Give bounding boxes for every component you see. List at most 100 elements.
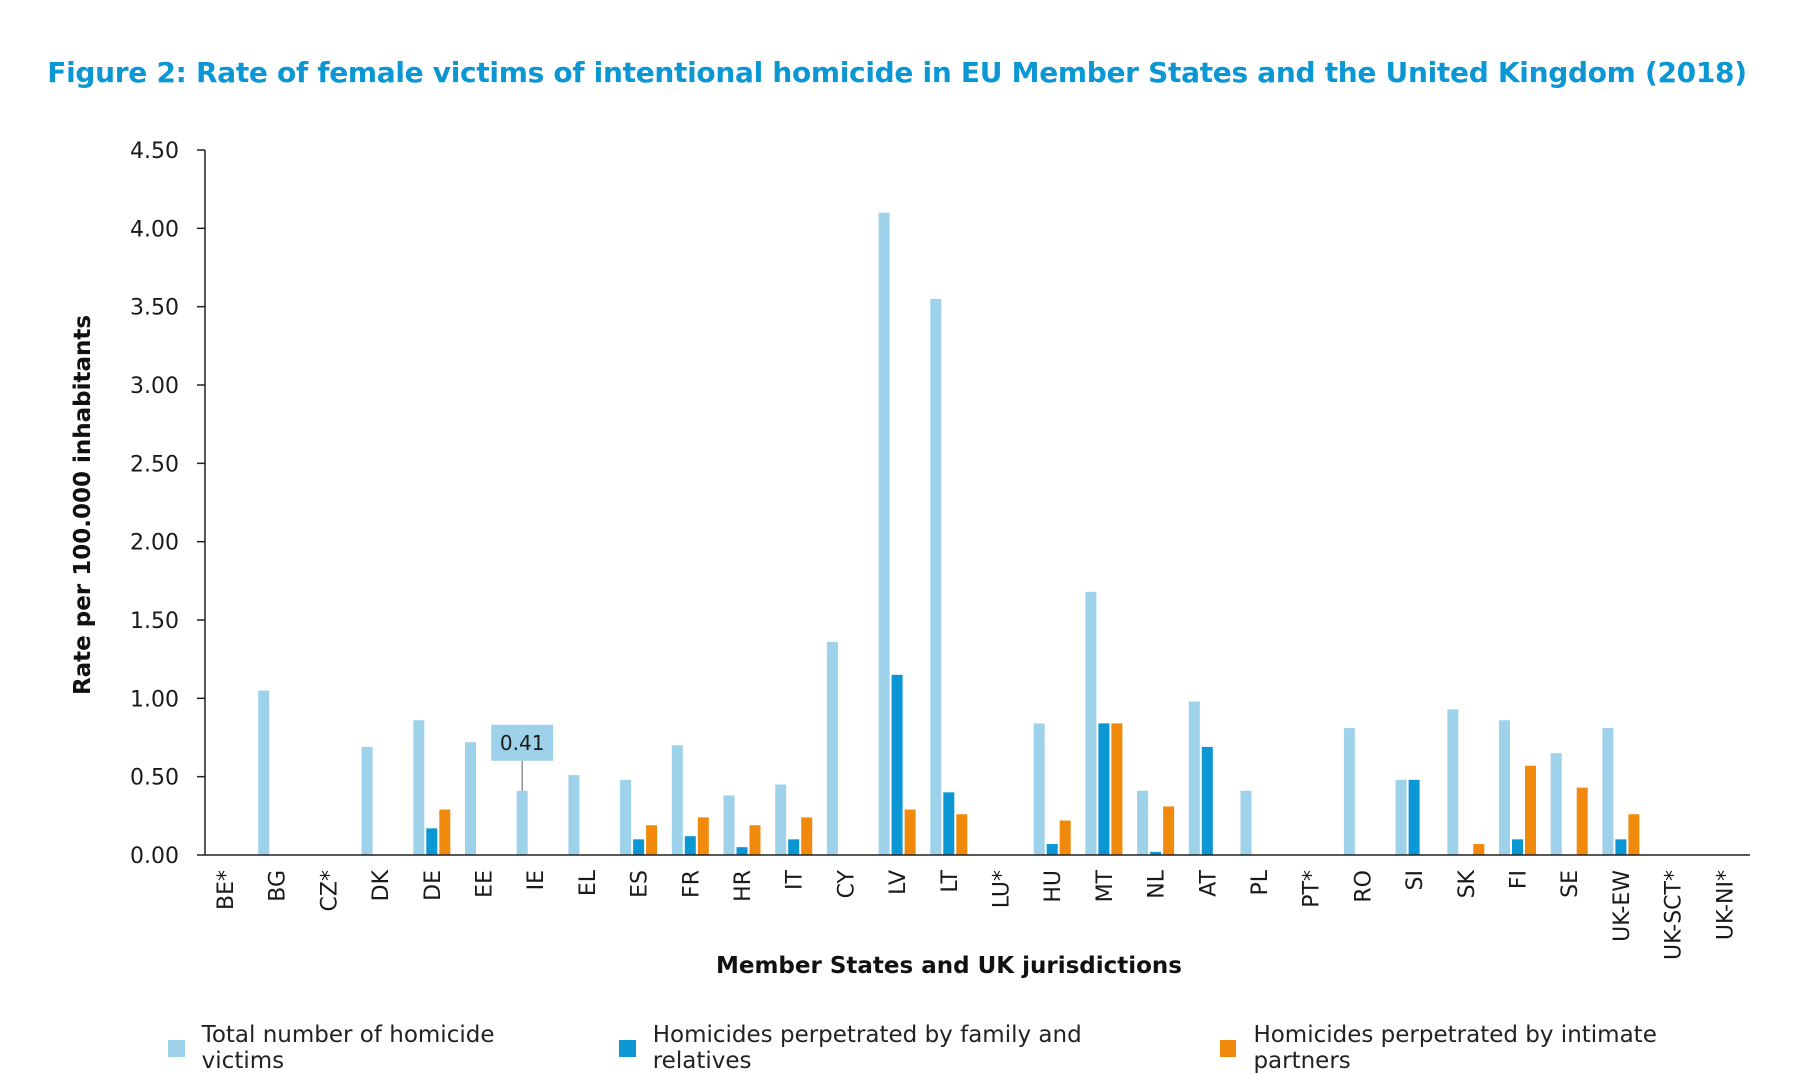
bar-partners-sk [1473, 844, 1485, 855]
bar-family-it [788, 839, 800, 855]
x-tick-label: SK [1455, 869, 1480, 898]
y-tick-label: 1.50 [130, 609, 179, 634]
bar-family-lv [891, 674, 903, 855]
x-tick-label: CY [834, 869, 859, 898]
annotation-box [491, 724, 554, 761]
y-tick-label: 1.00 [130, 687, 179, 712]
y-tick-label: 4.50 [130, 139, 179, 164]
x-tick-label: LU* [990, 870, 1015, 908]
bar-partners-uk-ew [1628, 814, 1640, 855]
bar-family-nl [1150, 851, 1162, 855]
x-tick-label: RO [1351, 870, 1376, 903]
y-tick-label: 2.00 [130, 531, 179, 556]
bar-partners-lv [904, 809, 916, 855]
x-tick-label: AT [1196, 869, 1221, 896]
x-tick-label: ES [628, 870, 653, 898]
chart-title: Figure 2: Rate of female victims of inte… [47, 56, 1747, 89]
bar-total-el [568, 775, 580, 855]
bar-total-hr [723, 795, 735, 855]
x-tick-label: IT [783, 869, 808, 889]
x-axis: BE* BG CZ* DK DE EE IE EL ES FR HR IT CY LV LT LU* HU MT N… [205, 854, 1750, 960]
bar-partners-de [439, 809, 451, 855]
legend-label-family: Homicides perpetrated by family and rela… [652, 1022, 1082, 1074]
bar-partners-es [646, 825, 658, 855]
x-tick-label: FI [1507, 870, 1532, 889]
x-tick-label: SI [1403, 870, 1428, 890]
bar-family-mt [1098, 723, 1110, 855]
x-tick-label: DE [421, 870, 446, 901]
y-tick-label: 4.00 [130, 217, 179, 242]
bar-partners-fr [697, 817, 709, 855]
bar-family-fi [1512, 839, 1523, 855]
x-tick-label: NL [1145, 869, 1170, 898]
legend: Total number of homicide victims Homicid… [168, 1022, 1794, 1074]
bar-family-lt [943, 792, 955, 855]
x-tick-label: HR [731, 870, 756, 902]
x-tick-label: BG [266, 870, 291, 902]
bar-total-bg [258, 690, 270, 855]
legend-swatch-partners [1219, 1039, 1237, 1057]
bar-partners-fi [1525, 765, 1536, 855]
bar-family-de [426, 828, 438, 855]
bar-total-fr [671, 745, 683, 855]
annotation-label: 0.41 [500, 731, 545, 755]
x-tick-label: LT [938, 869, 963, 892]
bar-total-ro [1343, 728, 1355, 855]
bar-total-nl [1137, 790, 1149, 855]
y-axis: 0.00 0.50 1.00 1.50 2.00 2.50 3.00 3.50 4.00 4.50 [130, 139, 206, 869]
bar-partners-nl [1163, 806, 1175, 855]
bar-family-si [1408, 779, 1420, 855]
x-tick-label: HU [1041, 870, 1066, 903]
bar-partners-se [1576, 787, 1588, 855]
bar-total-uk-ew [1602, 728, 1614, 855]
bar-total-fi [1499, 720, 1510, 855]
legend-item-total: Total number of homicide victims [168, 1022, 577, 1074]
annotations-group: 0.41 [491, 724, 554, 791]
y-axis-title: Rate per 100.000 inhabitants [70, 315, 96, 695]
x-tick-label: BE* [214, 870, 239, 910]
x-tick-label: UK-SCT* [1662, 870, 1687, 960]
bar-total-hu [1033, 723, 1045, 855]
x-tick-label: EL [576, 869, 601, 896]
bar-total-at [1188, 701, 1200, 855]
x-tick-label: IE [524, 870, 549, 890]
bar-total-mt [1085, 591, 1097, 855]
legend-item-family: Homicides perpetrated by family and rela… [619, 1022, 1178, 1074]
legend-label-total: Total number of homicide victims [201, 1022, 495, 1074]
bar-total-sk [1447, 709, 1459, 855]
legend-item-partners: Homicides perpetrated by intimate partne… [1219, 1022, 1752, 1074]
bar-total-lv [878, 212, 890, 855]
bar-family-hr [736, 847, 748, 855]
bar-total-pl [1240, 790, 1252, 855]
x-tick-label: SE [1558, 870, 1583, 898]
bar-total-lt [930, 298, 942, 855]
x-tick-label: MT [1093, 869, 1118, 902]
bar-total-si [1395, 779, 1407, 855]
bar-family-hu [1046, 844, 1058, 855]
x-tick-label: PL [1248, 869, 1273, 895]
bar-partners-lt [956, 814, 968, 855]
bar-total-ie [516, 790, 528, 855]
x-tick-label: EE [473, 870, 498, 898]
y-tick-label: 3.00 [130, 374, 179, 399]
legend-swatch-family [619, 1039, 636, 1057]
bar-family-es [633, 839, 645, 855]
x-tick-label: UK-NI* [1713, 870, 1738, 940]
bar-partners-it [801, 817, 813, 855]
x-axis-title: Member States and UK jurisdictions [716, 953, 1182, 979]
bar-total-it [775, 784, 787, 855]
bar-total-ee [465, 742, 476, 855]
bar-family-fr [684, 836, 696, 855]
bar-total-es [620, 779, 632, 855]
x-tick-label: PT* [1300, 870, 1325, 908]
bar-family-at [1201, 746, 1213, 855]
y-tick-label: 0.50 [130, 766, 179, 791]
x-tick-label: CZ* [317, 870, 342, 911]
x-tick-label: UK-EW [1610, 870, 1635, 942]
bar-total-de [413, 720, 425, 855]
bar-total-se [1550, 753, 1562, 855]
bar-partners-mt [1111, 723, 1123, 855]
bar-total-cy [826, 641, 838, 855]
y-tick-label: 2.50 [130, 452, 179, 477]
